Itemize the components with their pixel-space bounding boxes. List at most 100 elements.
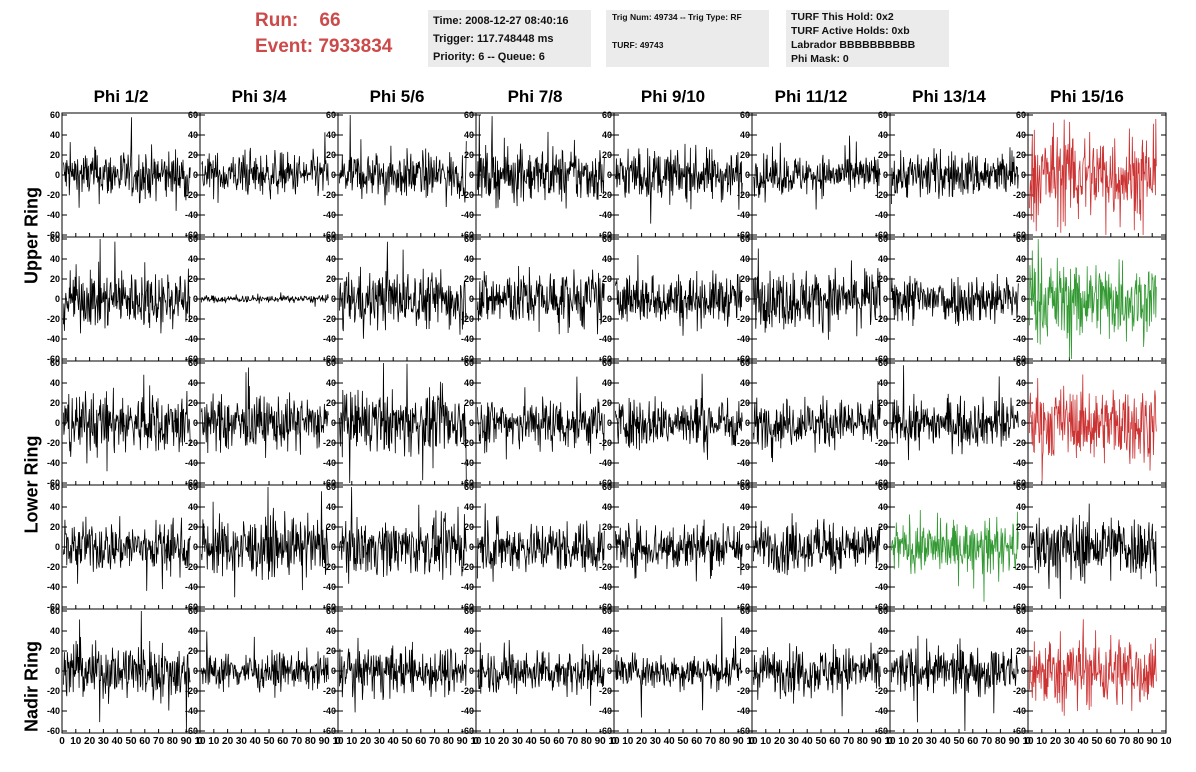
y-tick-label: 0	[469, 666, 474, 676]
y-tick-label: -40	[599, 458, 612, 468]
event-value: 7933834	[318, 36, 393, 57]
y-tick-label: 0	[55, 294, 60, 304]
y-tick-label: -40	[461, 458, 474, 468]
run-label: Run:	[255, 10, 299, 31]
x-tick-label: 40	[526, 736, 538, 747]
y-tick-label: 20	[1016, 274, 1026, 284]
waveform-trace	[615, 143, 743, 224]
column-header: Phi 5/6	[369, 87, 425, 106]
waveform-trace	[753, 513, 881, 576]
y-tick-label: 40	[1016, 626, 1026, 636]
y-tick-label: -40	[599, 706, 612, 716]
waveform-trace	[201, 486, 329, 598]
x-tick-label: 60	[1105, 736, 1117, 747]
y-tick-label: 40	[878, 378, 888, 388]
y-tick-label: -20	[47, 314, 60, 324]
y-tick-label: 20	[464, 274, 474, 284]
y-tick-label: 20	[878, 522, 888, 532]
y-tick-label: 20	[1016, 150, 1026, 160]
y-tick-label: -40	[185, 706, 198, 716]
x-tick-label: 60	[691, 736, 703, 747]
y-tick-label: -40	[737, 210, 750, 220]
y-tick-label: 0	[607, 418, 612, 428]
y-tick-label: -40	[47, 706, 60, 716]
waveform-trace	[63, 238, 191, 334]
x-tick-label: 30	[374, 736, 386, 747]
waveform-trace	[1029, 503, 1157, 599]
waveform-trace	[753, 135, 881, 210]
x-tick-label: 0	[611, 736, 617, 747]
y-tick-label: 40	[602, 626, 612, 636]
y-tick-label: -60	[185, 602, 198, 612]
y-tick-label: 60	[1016, 234, 1026, 244]
y-tick-label: 0	[1021, 542, 1026, 552]
y-tick-label: 40	[50, 130, 60, 140]
y-tick-label: -20	[737, 314, 750, 324]
waveform-trace	[615, 617, 743, 718]
y-tick-label: -20	[461, 190, 474, 200]
y-tick-label: 60	[50, 234, 60, 244]
y-tick-label: 0	[193, 170, 198, 180]
y-tick-label: -40	[461, 210, 474, 220]
y-tick-label: -40	[461, 706, 474, 716]
y-tick-label: -60	[737, 354, 750, 364]
y-tick-label: 20	[188, 274, 198, 284]
y-tick-label: 60	[1016, 482, 1026, 492]
y-tick-label: 40	[602, 378, 612, 388]
waveform-trace	[339, 486, 467, 584]
x-tick-label: 10	[208, 736, 220, 747]
y-tick-label: 20	[188, 398, 198, 408]
column-header: Phi 1/2	[93, 87, 149, 106]
y-tick-label: 0	[745, 418, 750, 428]
x-tick-label: 10	[194, 736, 206, 747]
y-tick-label: 60	[50, 110, 60, 120]
y-tick-label: 60	[878, 482, 888, 492]
y-tick-label: -40	[599, 582, 612, 592]
y-tick-label: 60	[740, 482, 750, 492]
x-tick-label: 40	[112, 736, 124, 747]
y-tick-label: -40	[323, 706, 336, 716]
y-tick-label: 60	[740, 110, 750, 120]
y-tick-label: -60	[323, 354, 336, 364]
x-tick-label: 80	[167, 736, 179, 747]
trigger-line: Trigger: 117.748448 ms	[433, 33, 554, 45]
y-tick-label: -40	[737, 334, 750, 344]
y-tick-label: -20	[323, 562, 336, 572]
y-tick-label: -60	[323, 602, 336, 612]
y-tick-label: 60	[1016, 606, 1026, 616]
y-tick-label: -60	[737, 230, 750, 240]
x-tick-label: 20	[84, 736, 96, 747]
waveform-trace	[477, 639, 605, 706]
y-tick-label: 20	[740, 522, 750, 532]
y-tick-label: 60	[326, 358, 336, 368]
y-tick-label: 0	[193, 542, 198, 552]
waveform-trace	[201, 367, 329, 458]
y-tick-label: 20	[740, 646, 750, 656]
x-tick-label: 50	[677, 736, 689, 747]
waveform-trace	[615, 373, 743, 460]
y-tick-label: 40	[740, 378, 750, 388]
waveform-trace	[753, 381, 881, 463]
y-tick-label: -40	[323, 210, 336, 220]
y-tick-label: -20	[461, 438, 474, 448]
phi-mask-line: Phi Mask: 0	[791, 53, 849, 65]
y-tick-label: -40	[1013, 458, 1026, 468]
y-tick-label: 20	[602, 646, 612, 656]
y-tick-label: -60	[875, 354, 888, 364]
x-tick-label: 30	[650, 736, 662, 747]
x-tick-label: 90	[871, 736, 883, 747]
y-tick-label: 40	[464, 378, 474, 388]
waveform-trace	[63, 516, 191, 591]
time-info-box: Time: 2008-12-27 08:40:16 Trigger: 117.7…	[428, 10, 591, 67]
y-tick-label: -20	[185, 190, 198, 200]
y-tick-label: -60	[323, 230, 336, 240]
y-tick-label: 0	[193, 418, 198, 428]
waveform-trace	[1029, 619, 1157, 716]
y-tick-label: 0	[469, 542, 474, 552]
y-tick-label: 60	[602, 234, 612, 244]
x-tick-label: 90	[1009, 736, 1021, 747]
y-tick-label: -20	[1013, 438, 1026, 448]
x-tick-label: 70	[705, 736, 717, 747]
waveform-trace	[753, 642, 881, 717]
y-tick-label: 40	[878, 626, 888, 636]
